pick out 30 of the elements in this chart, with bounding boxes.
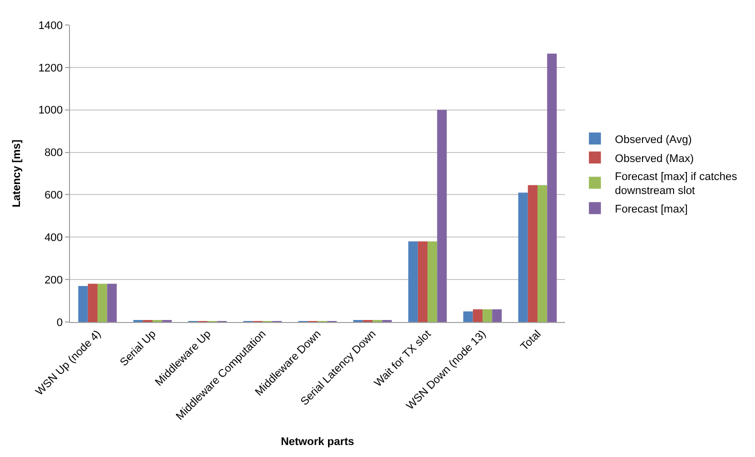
bar [538,185,548,322]
bar [78,286,88,322]
y-tick-label: 1400 [38,20,63,32]
bar [472,309,482,322]
bar [437,110,447,322]
y-tick-label: 200 [44,274,63,286]
bar [88,284,98,322]
y-tick-label: 1200 [38,62,63,74]
bar [482,309,492,322]
bar [418,241,428,322]
legend-label: Observed (Max) [614,152,694,165]
bar [428,241,438,322]
y-tick-label: 600 [44,190,63,202]
x-axis-title: Network parts [280,436,354,448]
bar [518,192,528,322]
y-tick-label: 0 [56,316,63,329]
legend-label: Forecast [max] if catches downstream slot [614,170,738,198]
y-tick-label: 800 [44,147,63,160]
bar [107,284,117,322]
bar [528,185,538,322]
bar [547,54,557,322]
y-tick-label: 1000 [38,104,63,117]
bar [98,284,108,322]
y-axis-title: Latency [ms] [10,139,23,208]
legend-label: Forecast [max] [614,203,688,216]
y-tick-label: 400 [44,232,63,244]
bar [463,311,473,322]
bar [408,241,418,322]
legend-label: Observed (Avg) [614,134,692,146]
bar [492,309,502,322]
